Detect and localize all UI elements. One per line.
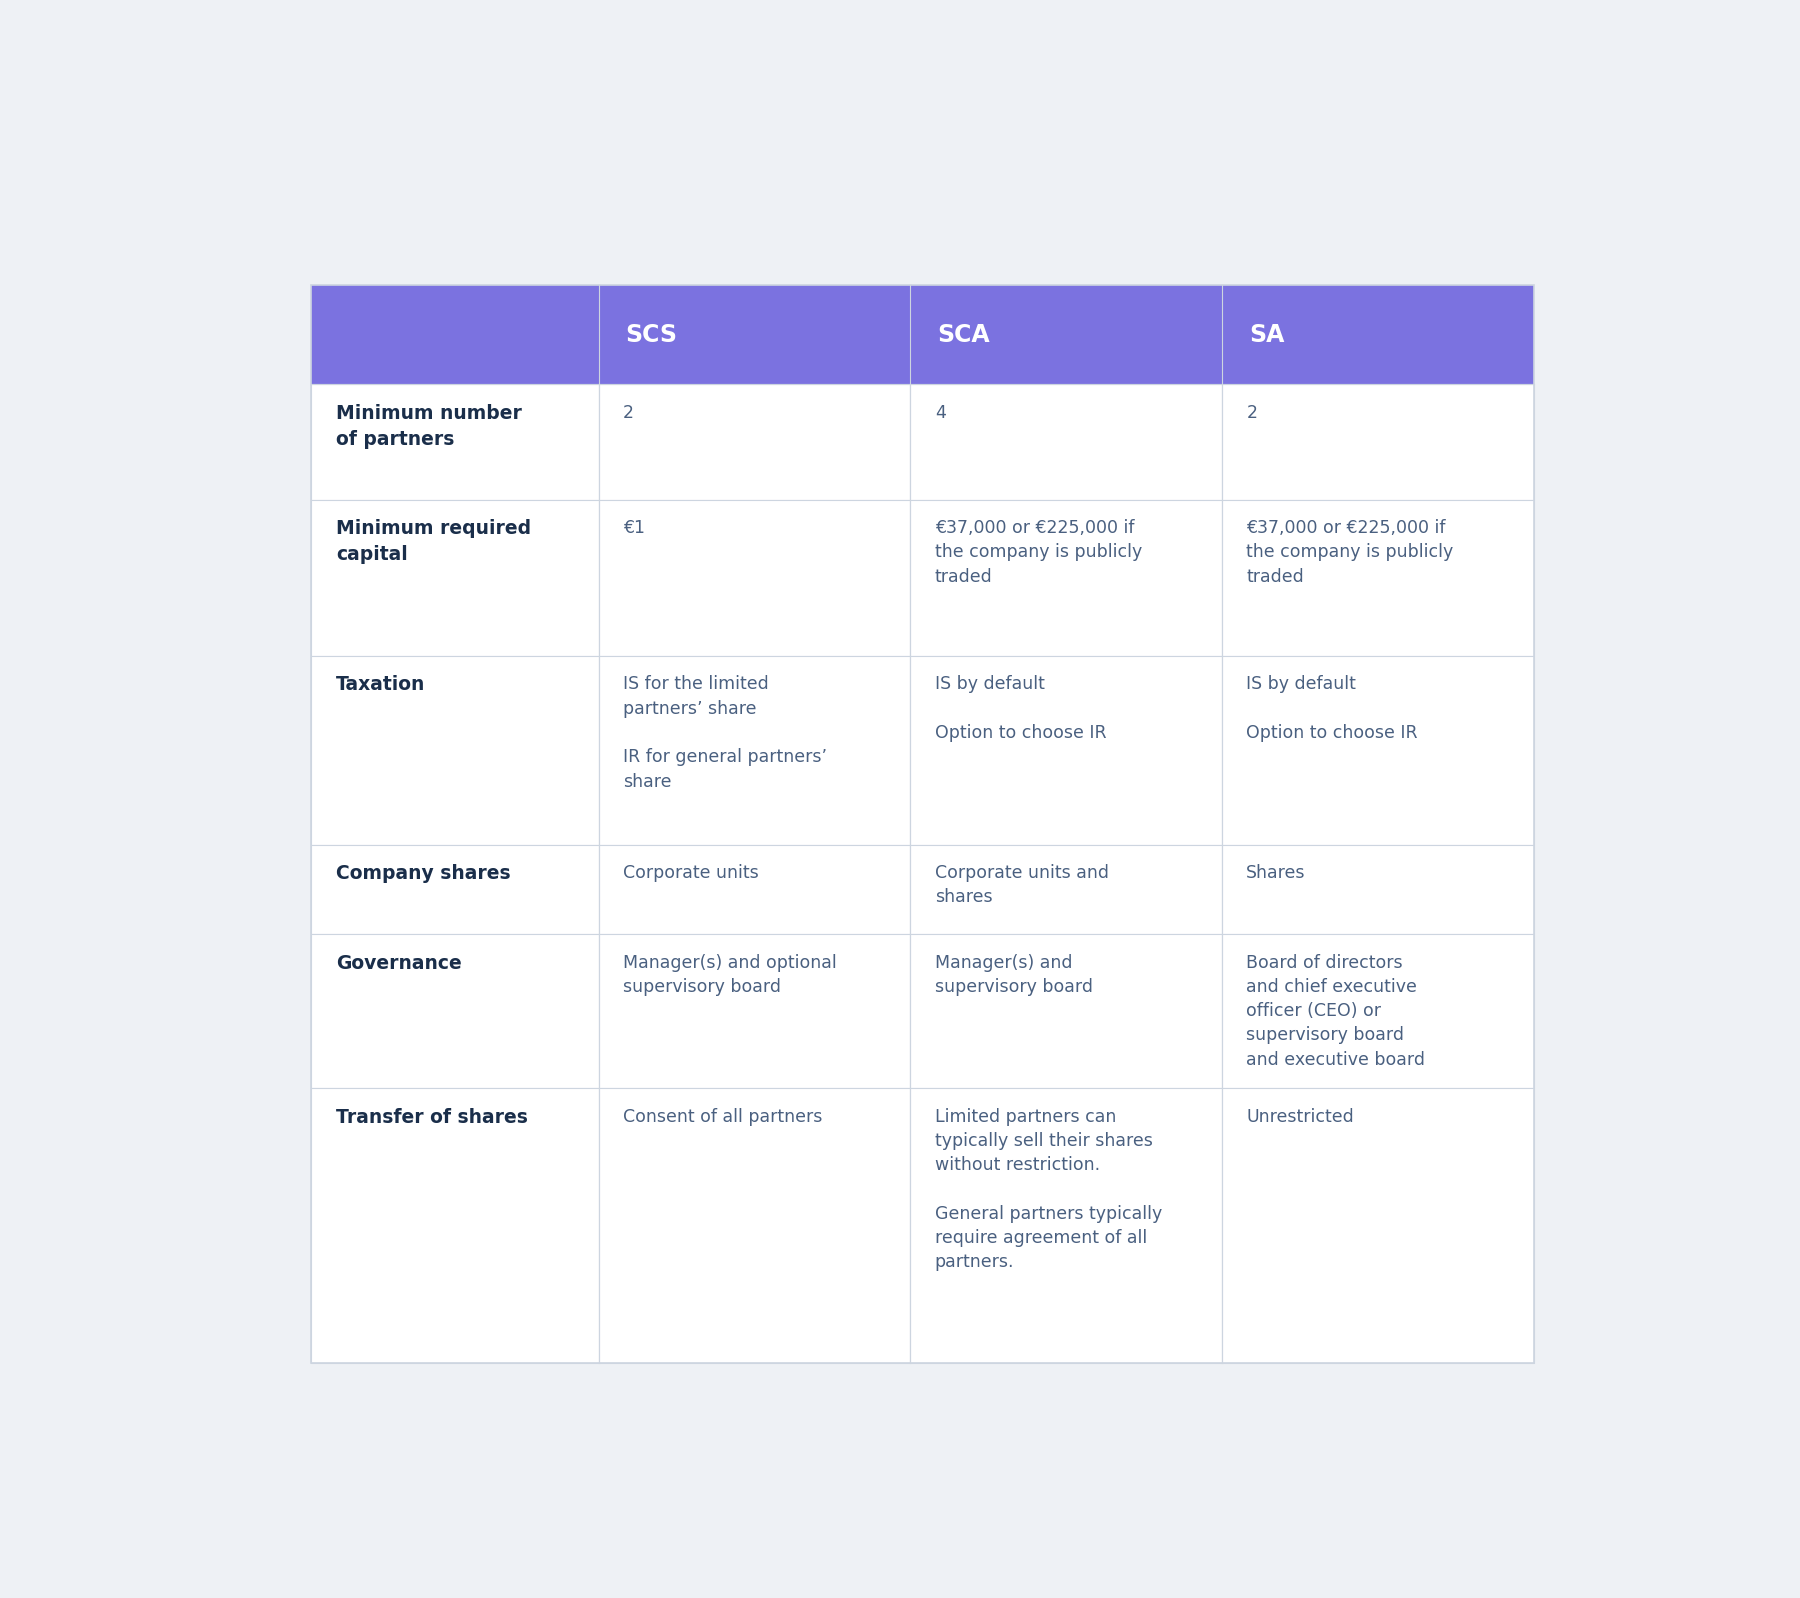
Text: €37,000 or €225,000 if
the company is publicly
traded: €37,000 or €225,000 if the company is pu… (1246, 519, 1454, 586)
Text: Manager(s) and
supervisory board: Manager(s) and supervisory board (934, 954, 1093, 996)
FancyBboxPatch shape (311, 1088, 599, 1363)
Text: 2: 2 (1246, 404, 1258, 422)
FancyBboxPatch shape (1222, 935, 1534, 1088)
FancyBboxPatch shape (911, 1088, 1222, 1363)
FancyBboxPatch shape (311, 500, 599, 657)
FancyBboxPatch shape (911, 500, 1222, 657)
Text: Company shares: Company shares (337, 865, 511, 884)
FancyBboxPatch shape (599, 385, 911, 500)
Text: 4: 4 (934, 404, 945, 422)
Text: 2: 2 (623, 404, 634, 422)
Text: Minimum number
of partners: Minimum number of partners (337, 404, 522, 449)
Text: SCA: SCA (938, 323, 990, 347)
Text: Transfer of shares: Transfer of shares (337, 1107, 527, 1127)
Text: Unrestricted: Unrestricted (1246, 1107, 1354, 1125)
Text: IS by default

Option to choose IR: IS by default Option to choose IR (934, 676, 1107, 741)
Text: Manager(s) and optional
supervisory board: Manager(s) and optional supervisory boar… (623, 954, 837, 996)
Text: Limited partners can
typically sell their shares
without restriction.

General p: Limited partners can typically sell thei… (934, 1107, 1163, 1272)
FancyBboxPatch shape (1222, 845, 1534, 935)
FancyBboxPatch shape (911, 935, 1222, 1088)
FancyBboxPatch shape (311, 657, 599, 845)
FancyBboxPatch shape (599, 1088, 911, 1363)
Text: Taxation: Taxation (337, 676, 425, 695)
Text: SA: SA (1249, 323, 1283, 347)
Text: €37,000 or €225,000 if
the company is publicly
traded: €37,000 or €225,000 if the company is pu… (934, 519, 1141, 586)
Text: €1: €1 (623, 519, 644, 537)
Text: SCS: SCS (626, 323, 677, 347)
FancyBboxPatch shape (311, 286, 599, 385)
FancyBboxPatch shape (911, 657, 1222, 845)
Text: Corporate units: Corporate units (623, 865, 760, 882)
FancyBboxPatch shape (311, 935, 599, 1088)
FancyBboxPatch shape (911, 845, 1222, 935)
Text: Governance: Governance (337, 954, 461, 973)
FancyBboxPatch shape (311, 845, 599, 935)
Text: IS by default

Option to choose IR: IS by default Option to choose IR (1246, 676, 1418, 741)
FancyBboxPatch shape (599, 500, 911, 657)
FancyBboxPatch shape (1222, 385, 1534, 500)
FancyBboxPatch shape (911, 286, 1222, 385)
FancyBboxPatch shape (1222, 657, 1534, 845)
FancyBboxPatch shape (1222, 286, 1534, 385)
FancyBboxPatch shape (599, 935, 911, 1088)
Text: Minimum required
capital: Minimum required capital (337, 519, 531, 564)
Text: Board of directors
and chief executive
officer (CEO) or
supervisory board
and ex: Board of directors and chief executive o… (1246, 954, 1426, 1069)
Text: Consent of all partners: Consent of all partners (623, 1107, 823, 1125)
Text: IS for the limited
partners’ share

IR for general partners’
share: IS for the limited partners’ share IR fo… (623, 676, 828, 791)
Text: Corporate units and
shares: Corporate units and shares (934, 865, 1109, 906)
FancyBboxPatch shape (599, 845, 911, 935)
FancyBboxPatch shape (911, 385, 1222, 500)
FancyBboxPatch shape (599, 286, 911, 385)
FancyBboxPatch shape (599, 657, 911, 845)
FancyBboxPatch shape (1222, 500, 1534, 657)
FancyBboxPatch shape (311, 385, 599, 500)
FancyBboxPatch shape (1222, 1088, 1534, 1363)
Text: Shares: Shares (1246, 865, 1305, 882)
